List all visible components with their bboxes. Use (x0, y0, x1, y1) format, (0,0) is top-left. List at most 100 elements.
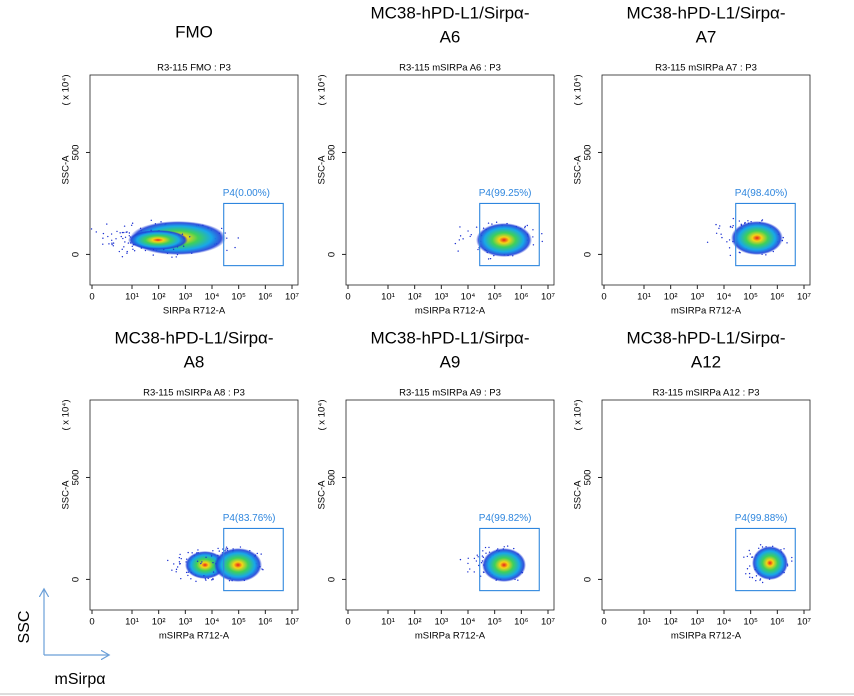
event-dot (732, 225, 734, 227)
y-axis-label: SSC-A (317, 155, 328, 185)
event-dot (119, 232, 121, 234)
event-dot (225, 546, 228, 548)
x-axis-label: mSIRPa R712-A (415, 631, 486, 642)
event-dot (524, 227, 526, 229)
event-dot (111, 239, 113, 241)
gate-label: P4(99.82%) (479, 513, 532, 524)
event-dot (729, 254, 732, 257)
event-dot (721, 236, 723, 239)
event-dot (477, 556, 479, 558)
x-tick-label: 10⁷ (797, 292, 812, 303)
density-cloud (752, 546, 788, 580)
event-dot (178, 563, 181, 565)
event-dot (761, 220, 763, 222)
x-axis-label: SIRPa R712-A (163, 306, 226, 317)
event-dot (475, 560, 478, 562)
x-tick-label: 10¹ (125, 292, 139, 303)
plot-title: R3-115 mSIRPa A12 : P3 (652, 388, 759, 399)
event-dot (152, 254, 154, 256)
event-dot (761, 581, 764, 584)
event-dot (749, 565, 751, 567)
y-tick-label: 500 (71, 470, 82, 486)
x-tick-label: 10⁴ (717, 292, 732, 303)
density-cloud (214, 548, 262, 582)
y-axis-label: SSC-A (317, 480, 328, 510)
panel: FMO R3-115 FMO : P3 0 10¹ 10² 10³ 10⁴ 10⁵ 10⁶ 10⁷… (61, 22, 300, 316)
event-dot (786, 242, 788, 244)
gate (479, 527, 540, 592)
event-dot (239, 546, 242, 548)
plot-title: R3-115 mSIRPa A8 : P3 (143, 388, 245, 399)
event-dot (197, 549, 199, 551)
gate-label: P4(99.25%) (479, 188, 532, 199)
event-dot (726, 241, 728, 243)
event-dot (204, 578, 207, 580)
event-dot (225, 548, 227, 550)
event-dot (491, 223, 493, 225)
y-tick-label: 500 (583, 145, 594, 161)
event-dot (732, 217, 735, 220)
y-axis-label: SSC-A (573, 155, 584, 185)
event-dot (102, 243, 104, 245)
event-dot (205, 556, 207, 559)
event-dot (262, 568, 264, 571)
event-dot (749, 553, 751, 555)
panel-title: MC38-hPD-L1/Sirpα- (370, 3, 529, 22)
event-dot (121, 256, 124, 258)
x-tick-label: 10² (408, 617, 422, 628)
panel: MC38-hPD-L1/Sirpα- A12 R3-115 mSIRPa A12 :… (573, 328, 812, 641)
gate-label: P4(98.40%) (735, 188, 788, 199)
event-dot (487, 258, 490, 260)
event-dot (179, 553, 181, 556)
panel-title: A7 (696, 27, 717, 46)
event-dot (111, 242, 113, 244)
x-tick-label: 10¹ (637, 617, 651, 628)
y-tick-label: 0 (583, 577, 594, 582)
x-axis-label: mSIRPa R712-A (671, 306, 742, 317)
gate (223, 527, 284, 592)
x-tick-label: 10¹ (381, 617, 395, 628)
event-dot (107, 235, 109, 238)
event-dot (178, 561, 181, 563)
event-dot (234, 246, 236, 249)
event-dot (729, 225, 732, 228)
event-dot (203, 575, 205, 577)
event-dot (125, 231, 127, 233)
panel-title: MC38-hPD-L1/Sirpα- (114, 328, 273, 347)
event-dot (532, 236, 534, 238)
y-tick-label: 500 (327, 470, 338, 486)
event-dot (746, 568, 749, 570)
event-dot (256, 552, 258, 555)
event-dot (212, 561, 214, 564)
event-dot (190, 578, 192, 580)
y-axis-label: SSC-A (61, 155, 72, 185)
event-dot (469, 235, 471, 238)
x-tick-label: 0 (601, 292, 606, 303)
event-dot (513, 547, 515, 550)
x-tick-label: 10⁷ (797, 617, 812, 628)
event-dot (454, 242, 457, 245)
event-dot (467, 230, 469, 232)
event-dot (131, 245, 134, 248)
x-tick-label: 10⁶ (258, 617, 273, 628)
x-tick-label: 10² (664, 617, 678, 628)
event-dot (791, 560, 793, 562)
x-tick-label: 10⁶ (514, 617, 529, 628)
event-dot (506, 545, 509, 547)
event-dot (731, 226, 733, 229)
x-tick-label: 10⁴ (461, 617, 476, 628)
plot-frame (601, 399, 811, 611)
plot-frame (89, 399, 299, 611)
gate (223, 202, 284, 267)
gate (479, 202, 540, 267)
y-tick-label: 500 (71, 145, 82, 161)
event-dot (124, 241, 126, 243)
x-tick-label: 10⁶ (770, 617, 785, 628)
event-dot (175, 256, 177, 258)
event-dot (102, 232, 105, 235)
event-dot (749, 576, 751, 578)
event-dot (720, 233, 722, 235)
event-dot (541, 233, 543, 235)
event-dot (131, 222, 134, 224)
panel-title: A12 (691, 352, 721, 371)
